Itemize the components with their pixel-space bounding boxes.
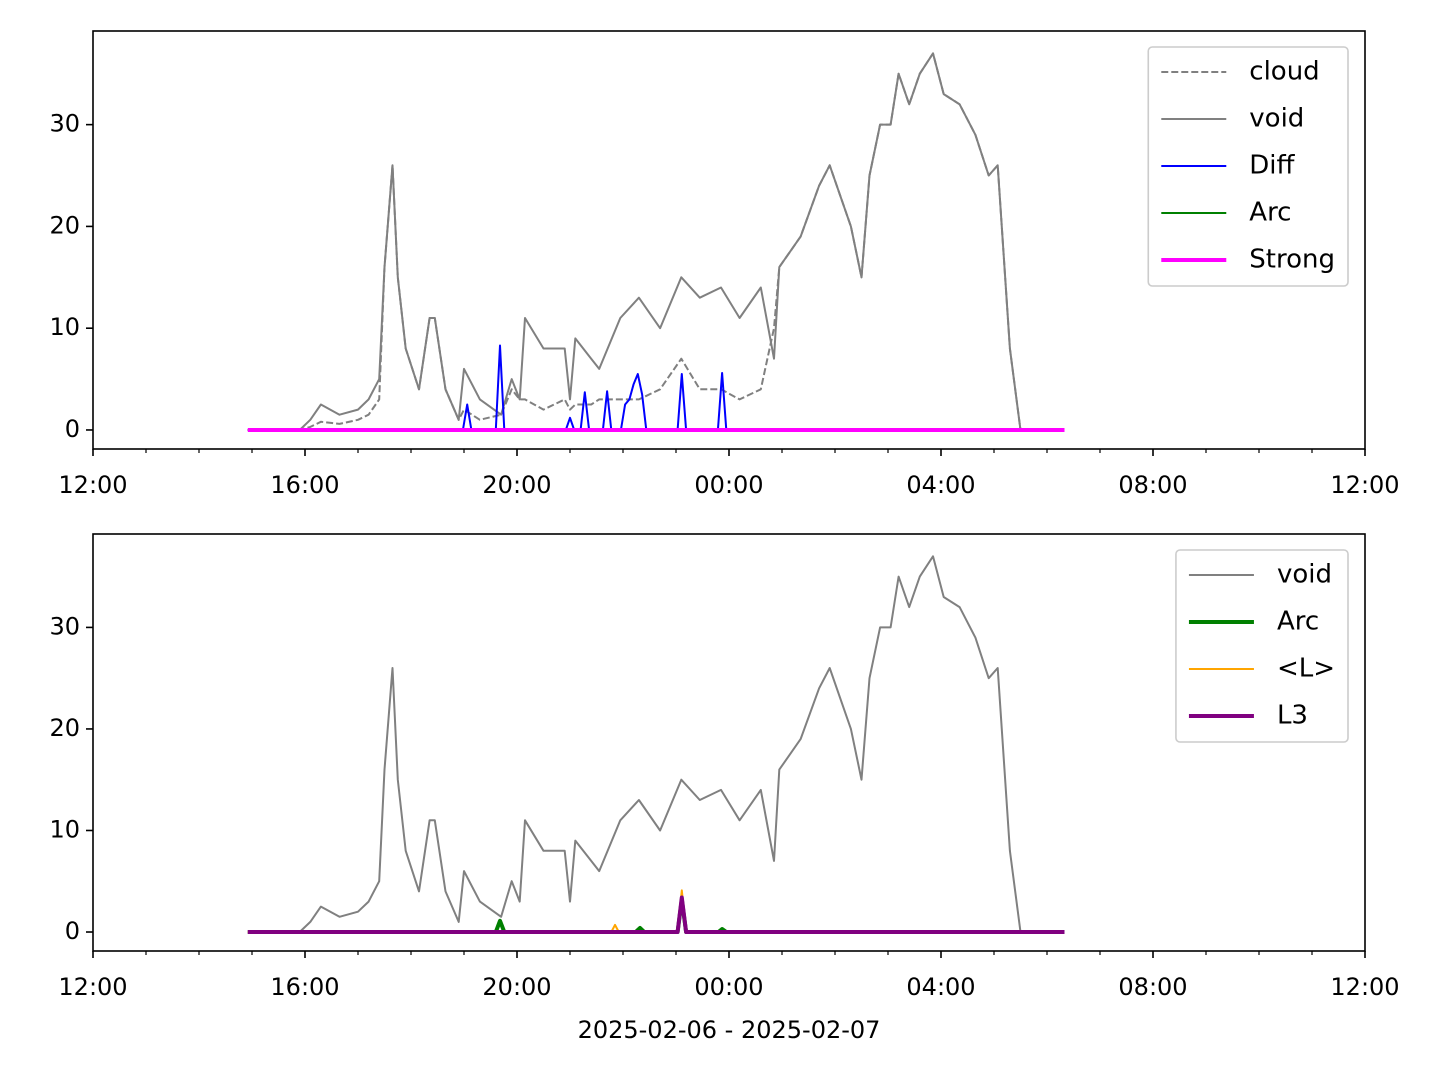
y-tick-label: 30 <box>49 612 80 640</box>
data-line <box>247 52 1065 431</box>
x-tick-label: 20:00 <box>482 471 551 499</box>
x-tick-label: 04:00 <box>906 973 975 1001</box>
legend-label: L3 <box>1277 701 1308 731</box>
x-tick-label: 00:00 <box>694 471 763 499</box>
legend-label: cloud <box>1249 57 1319 87</box>
legend-frame <box>1147 46 1349 287</box>
x-axis-label: 2025-02-06 - 2025-02-07 <box>578 1016 881 1044</box>
data-line <box>247 344 1065 431</box>
axes-frame <box>92 533 1366 952</box>
x-tick-label: 12:00 <box>1330 973 1399 1001</box>
x-tick-label: 12:00 <box>1330 471 1399 499</box>
data-line <box>247 897 1065 934</box>
legend: void Arc <L> L3 <box>1175 549 1349 743</box>
axes-frame <box>92 30 1366 450</box>
y-tick-label: 0 <box>65 917 80 945</box>
x-tick-label: 04:00 <box>906 471 975 499</box>
legend-label: Arc <box>1277 607 1319 637</box>
y-tick-label: 30 <box>49 110 80 138</box>
x-tick-label: 16:00 <box>270 471 339 499</box>
legend-frame <box>1175 549 1349 743</box>
legend-label: void <box>1249 104 1304 134</box>
x-tick-label: 00:00 <box>694 973 763 1001</box>
x-tick-label: 16:00 <box>270 973 339 1001</box>
y-tick-label: 10 <box>49 313 80 341</box>
x-tick-label: 08:00 <box>1118 471 1187 499</box>
y-tick-label: 0 <box>65 415 80 443</box>
x-tick-label: 12:00 <box>58 471 127 499</box>
y-tick-label: 20 <box>49 211 80 239</box>
x-tick-label: 08:00 <box>1118 973 1187 1001</box>
legend-label: Diff <box>1249 151 1295 181</box>
plot-area <box>247 555 1065 934</box>
plot-area <box>247 52 1065 432</box>
y-tick-label: 10 <box>49 815 80 843</box>
legend-label: Strong <box>1249 245 1335 275</box>
legend: cloud void Diff Arc Strong <box>1147 46 1349 287</box>
data-line <box>247 52 1065 431</box>
legend-label: Arc <box>1249 198 1291 228</box>
y-tick-label: 20 <box>49 714 80 742</box>
data-line <box>247 555 1065 933</box>
x-tick-label: 20:00 <box>482 973 551 1001</box>
legend-label: void <box>1277 560 1332 590</box>
x-tick-label: 12:00 <box>58 973 127 1001</box>
data-line <box>247 895 1065 934</box>
legend-label: <L> <box>1277 654 1335 684</box>
